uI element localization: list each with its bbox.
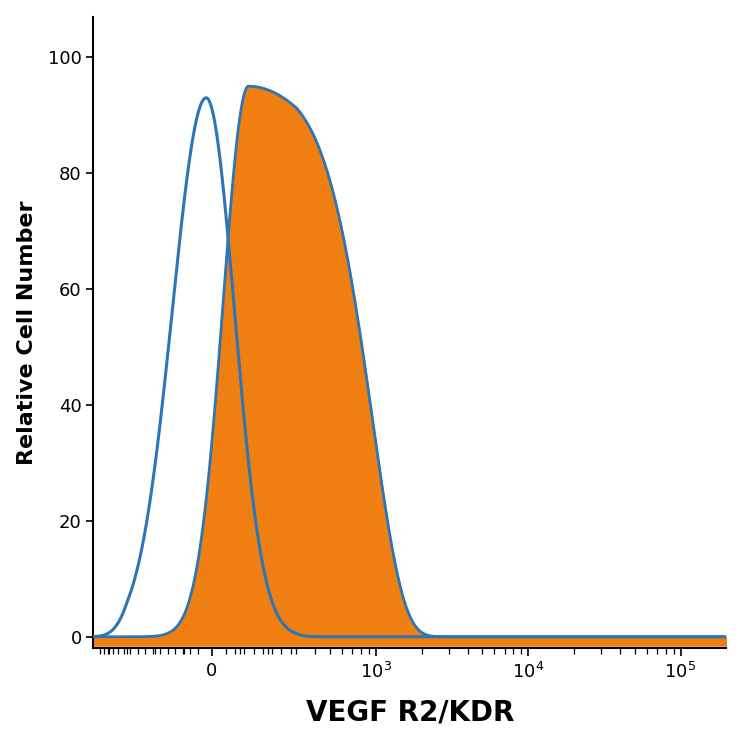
Y-axis label: Relative Cell Number: Relative Cell Number	[16, 201, 36, 465]
X-axis label: VEGF R2/KDR: VEGF R2/KDR	[305, 698, 514, 727]
